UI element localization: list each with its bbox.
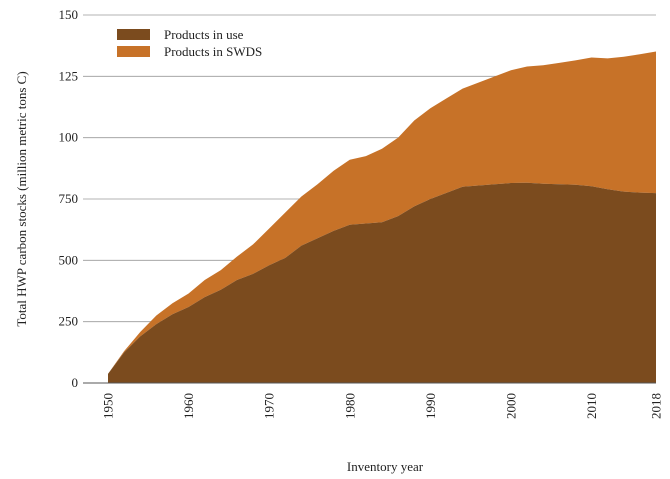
x-tick-label: 1970 [262,393,277,419]
y-tick-label: 100 [59,130,79,145]
area-products-in-use [108,182,656,383]
x-tick-label: 1950 [101,393,116,419]
axis-layer: 0 250 500 750 100 125 150 1950 1960 1970 1980 1990 2… [59,7,664,419]
y-tick-label: 750 [59,191,79,206]
y-axis-title: Total HWP carbon stocks (million metric … [14,71,29,326]
legend-label-products-in-use: Products in use [164,27,244,42]
y-tick-label: 0 [72,375,79,390]
x-tick-label: 1980 [342,393,357,419]
x-tick-label: 1960 [181,393,196,419]
y-tick-label: 250 [59,314,79,329]
legend-label-products-in-swds: Products in SWDS [164,44,262,59]
legend: Products in use Products in SWDS [117,27,262,59]
legend-swatch-products-in-swds [117,46,150,57]
y-tick-label: 150 [59,7,79,22]
area-layer [108,51,656,383]
x-tick-label: 2018 [649,393,664,419]
x-tick-label: 2010 [584,393,599,419]
x-axis-title: Inventory year [347,459,424,474]
y-tick-label: 500 [59,252,79,267]
legend-swatch-products-in-use [117,29,150,40]
x-tick-label: 2000 [503,393,518,419]
area-products-in-swds [108,51,656,374]
y-tick-label: 125 [59,68,79,83]
x-tick-label: 1990 [423,393,438,419]
